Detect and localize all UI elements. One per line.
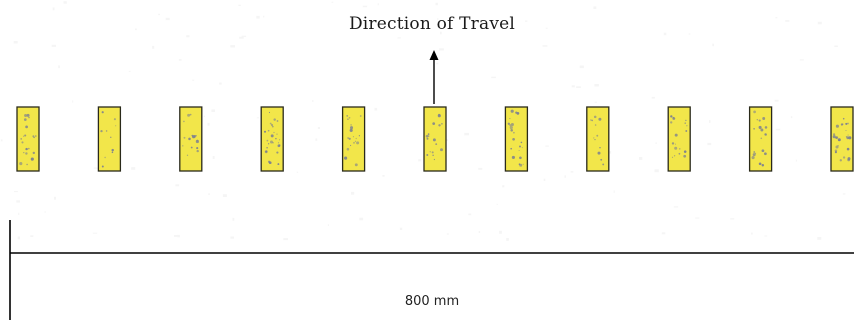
sample-rectangle: [748, 106, 773, 172]
dimension-marker: [9, 220, 854, 320]
sample-rectangle: [423, 106, 447, 172]
sample-rectangle: [16, 106, 40, 172]
sample-rectangle: [97, 106, 122, 172]
sample-rectangle: [667, 106, 691, 172]
dimension-label: 800 mm: [404, 294, 460, 309]
sample-row: [16, 106, 854, 172]
sample-rectangle: [260, 106, 284, 172]
sample-rectangle: [341, 106, 366, 172]
sample-rectangle: [586, 106, 610, 172]
sample-rectangle: [179, 106, 203, 172]
direction-arrow: [429, 50, 439, 104]
background-texture: [0, 1, 847, 241]
sample-rectangle: [504, 106, 529, 172]
direction-of-travel-label: Direction of Travel: [348, 14, 516, 34]
sample-rectangle: [830, 106, 854, 172]
